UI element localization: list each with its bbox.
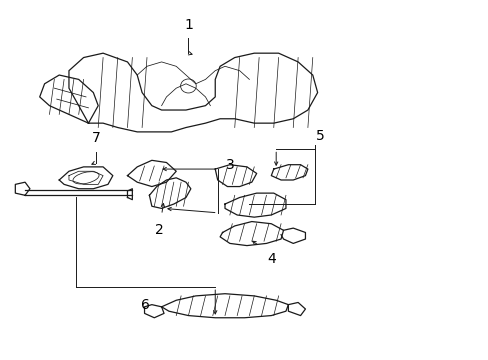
Text: 4: 4 bbox=[266, 252, 275, 266]
Text: 2: 2 bbox=[155, 223, 163, 237]
Text: 7: 7 bbox=[91, 131, 100, 145]
Text: 1: 1 bbox=[183, 18, 192, 32]
Text: 3: 3 bbox=[225, 158, 234, 172]
Text: 6: 6 bbox=[141, 298, 150, 312]
Text: 5: 5 bbox=[315, 129, 324, 143]
